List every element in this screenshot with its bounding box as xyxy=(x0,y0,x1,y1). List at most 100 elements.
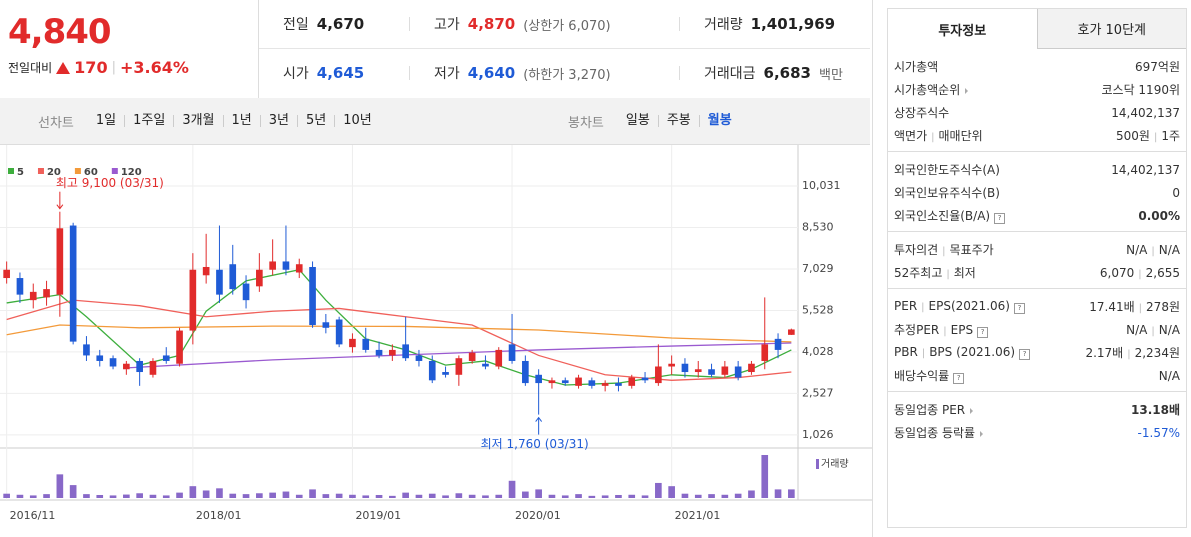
help-icon[interactable]: ? xyxy=(953,373,965,384)
candle-body xyxy=(96,355,104,361)
legend-label: 5 xyxy=(17,167,24,178)
annotation-label: 최고 9,100 (03/31) xyxy=(56,176,164,190)
info-value: 500원 xyxy=(1115,129,1150,143)
volume-bar xyxy=(229,493,237,498)
quote-cell: 거래대금 6,683 백만 xyxy=(679,64,870,83)
tab[interactable]: 3년 xyxy=(259,114,297,127)
candle-body xyxy=(455,358,463,375)
volume-bar xyxy=(748,490,755,498)
volume-bar xyxy=(601,495,609,498)
quote-value: 1,401,969 xyxy=(750,15,836,33)
info-tab[interactable]: 투자정보 xyxy=(888,9,1037,49)
link-arrow xyxy=(965,88,969,94)
info-value-group: N/A | N/A xyxy=(1126,323,1180,337)
candle-body xyxy=(708,369,715,375)
candle-body xyxy=(575,377,582,386)
tab[interactable]: 1년 xyxy=(222,114,260,127)
tab[interactable]: 5년 xyxy=(297,114,334,127)
divider: | xyxy=(111,60,116,75)
tab[interactable]: 10년 xyxy=(334,114,380,127)
info-row: 시가총액순위 코스닥 1190위 xyxy=(894,78,1180,101)
info-row: 추정PER | EPS? N/A | N/A xyxy=(894,318,1180,341)
candle-body xyxy=(309,266,316,326)
candle-body xyxy=(162,355,170,361)
candle-body xyxy=(615,383,622,386)
help-icon[interactable]: ? xyxy=(1013,303,1025,314)
tab-group: 봉차트 일봉 주봉 월봉 xyxy=(568,98,740,144)
change: 170 xyxy=(74,58,108,77)
volume-bar xyxy=(375,494,383,498)
volume-bar xyxy=(641,495,649,498)
volume-bar xyxy=(402,492,409,498)
quote-label: 거래량 xyxy=(704,17,743,33)
info-tab[interactable]: 호가 10단계 xyxy=(1036,9,1186,49)
y-tick-label: 4,028 xyxy=(802,345,834,358)
volume-bar xyxy=(162,495,170,498)
info-label: BPS (2021.06) xyxy=(929,345,1016,359)
volume-bar xyxy=(176,492,183,498)
volume-bar xyxy=(322,494,330,498)
volume-bar xyxy=(415,494,423,498)
help-icon[interactable]: ? xyxy=(994,213,1006,224)
info-label: 동일업종 등락률 xyxy=(894,426,976,440)
info-label: 외국인한도주식수(A) xyxy=(894,163,1000,177)
info-value: N/A xyxy=(1158,242,1180,257)
tab[interactable]: 1주일 xyxy=(124,114,173,127)
help-icon[interactable]: ? xyxy=(1019,349,1031,360)
volume-bar xyxy=(109,495,117,498)
divider xyxy=(872,0,873,537)
info-row: 동일업종 PER 13.18배 xyxy=(894,398,1180,421)
info-label: 시가총액 xyxy=(894,60,939,74)
volume-bar xyxy=(681,493,689,498)
tab[interactable]: 주봉 xyxy=(657,114,699,127)
info-label-group: 외국인소진율(B/A)? xyxy=(894,207,1006,224)
legend-swatch xyxy=(111,168,118,174)
help-icon[interactable]: ? xyxy=(977,327,989,338)
separator: | xyxy=(943,326,947,337)
candle-body xyxy=(242,283,250,301)
legend-label: 60 xyxy=(84,167,98,178)
y-tick-label: 1,026 xyxy=(802,428,834,441)
info-row: PER | EPS(2021.06)? 17.41배 | 278원 xyxy=(894,295,1180,318)
volume-bar xyxy=(136,493,143,498)
candle-body xyxy=(202,266,210,276)
volume-bar xyxy=(522,491,529,498)
tab[interactable]: 월봉 xyxy=(698,114,740,127)
current-price: 4,840 xyxy=(8,12,112,52)
info-section: 시가총액 697억원 시가총액순위 코스닥 1190위 상장주식수 14,402,137 액… xyxy=(888,49,1186,152)
info-value: 2.17배 xyxy=(1085,346,1124,360)
separator: | xyxy=(921,302,925,313)
info-label: 액면가 xyxy=(894,129,928,143)
info-value: N/A xyxy=(1126,322,1148,337)
quote-value: 4,870 xyxy=(467,15,516,33)
separator: | xyxy=(1153,132,1158,143)
info-row: 외국인소진율(B/A)? 0.00% xyxy=(894,204,1180,227)
info-value-group: 2.17배 | 2,234원 xyxy=(1085,344,1180,361)
x-tick-label: 2019/01 xyxy=(355,509,401,522)
tab-group-label: 선차트 xyxy=(38,115,74,131)
info-label-group: 배당수익률? xyxy=(894,367,965,384)
volume-bar xyxy=(16,494,24,498)
candle-body xyxy=(734,366,742,378)
info-label: PER xyxy=(894,299,918,313)
candle-body xyxy=(269,261,276,270)
info-label: EPS xyxy=(950,323,974,337)
link-arrow xyxy=(970,408,974,414)
info-value: 0.00% xyxy=(1138,208,1180,223)
volume-bar xyxy=(615,494,622,498)
change-box: 전일대비 170 | +3.64% xyxy=(8,58,189,77)
info-value-group: 0 xyxy=(1172,186,1180,200)
volume-bar xyxy=(362,495,370,498)
info-value: 1주 xyxy=(1161,129,1180,143)
info-label-group: 시가총액 xyxy=(894,58,938,75)
quote-value: 4,670 xyxy=(316,15,365,33)
tab[interactable]: 3개월 xyxy=(173,114,222,127)
quote-label: 고가 xyxy=(434,17,460,33)
tab[interactable]: 일봉 xyxy=(625,113,650,128)
volume-bar xyxy=(56,474,64,498)
candle-body xyxy=(522,360,529,384)
tab[interactable]: 1일 xyxy=(95,113,117,128)
candle-body xyxy=(681,363,689,373)
quote-label: 전일 xyxy=(283,17,309,33)
